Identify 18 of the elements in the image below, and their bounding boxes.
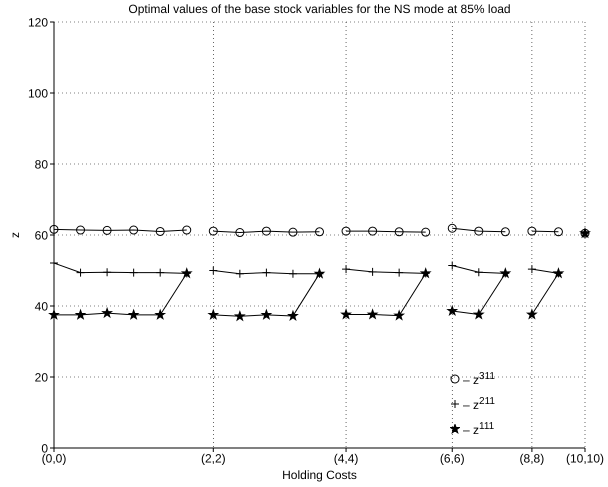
y-tick-label: 80 [34, 157, 48, 172]
y-tick-label: 120 [28, 15, 48, 30]
legend-label: – z$^{111}$ [463, 420, 494, 439]
y-tick-label: 60 [34, 228, 48, 242]
x-tick-label: (8,8) [520, 452, 544, 466]
chart-title: Optimal values of the base stock variables for the NS mode at 85% load [127, 2, 512, 16]
x-axis-title: Holding Costs [281, 468, 358, 482]
x-tick-label: (0,0) [42, 452, 66, 466]
y-tick-label: 100 [28, 86, 48, 100]
x-tick-label: (4,4) [334, 452, 358, 466]
x-tick-label: (6,6) [440, 452, 465, 466]
x-tick-label: (2,2) [200, 452, 226, 466]
legend-label: – z$^{311}$ [463, 370, 495, 389]
y-tick-label: 40 [34, 299, 48, 314]
legend-label: – z$^{211}$ [463, 395, 495, 414]
x-tick-label: (10,10) [566, 452, 604, 466]
y-tick-label: 20 [34, 370, 48, 384]
y-axis-title: z [8, 232, 22, 238]
